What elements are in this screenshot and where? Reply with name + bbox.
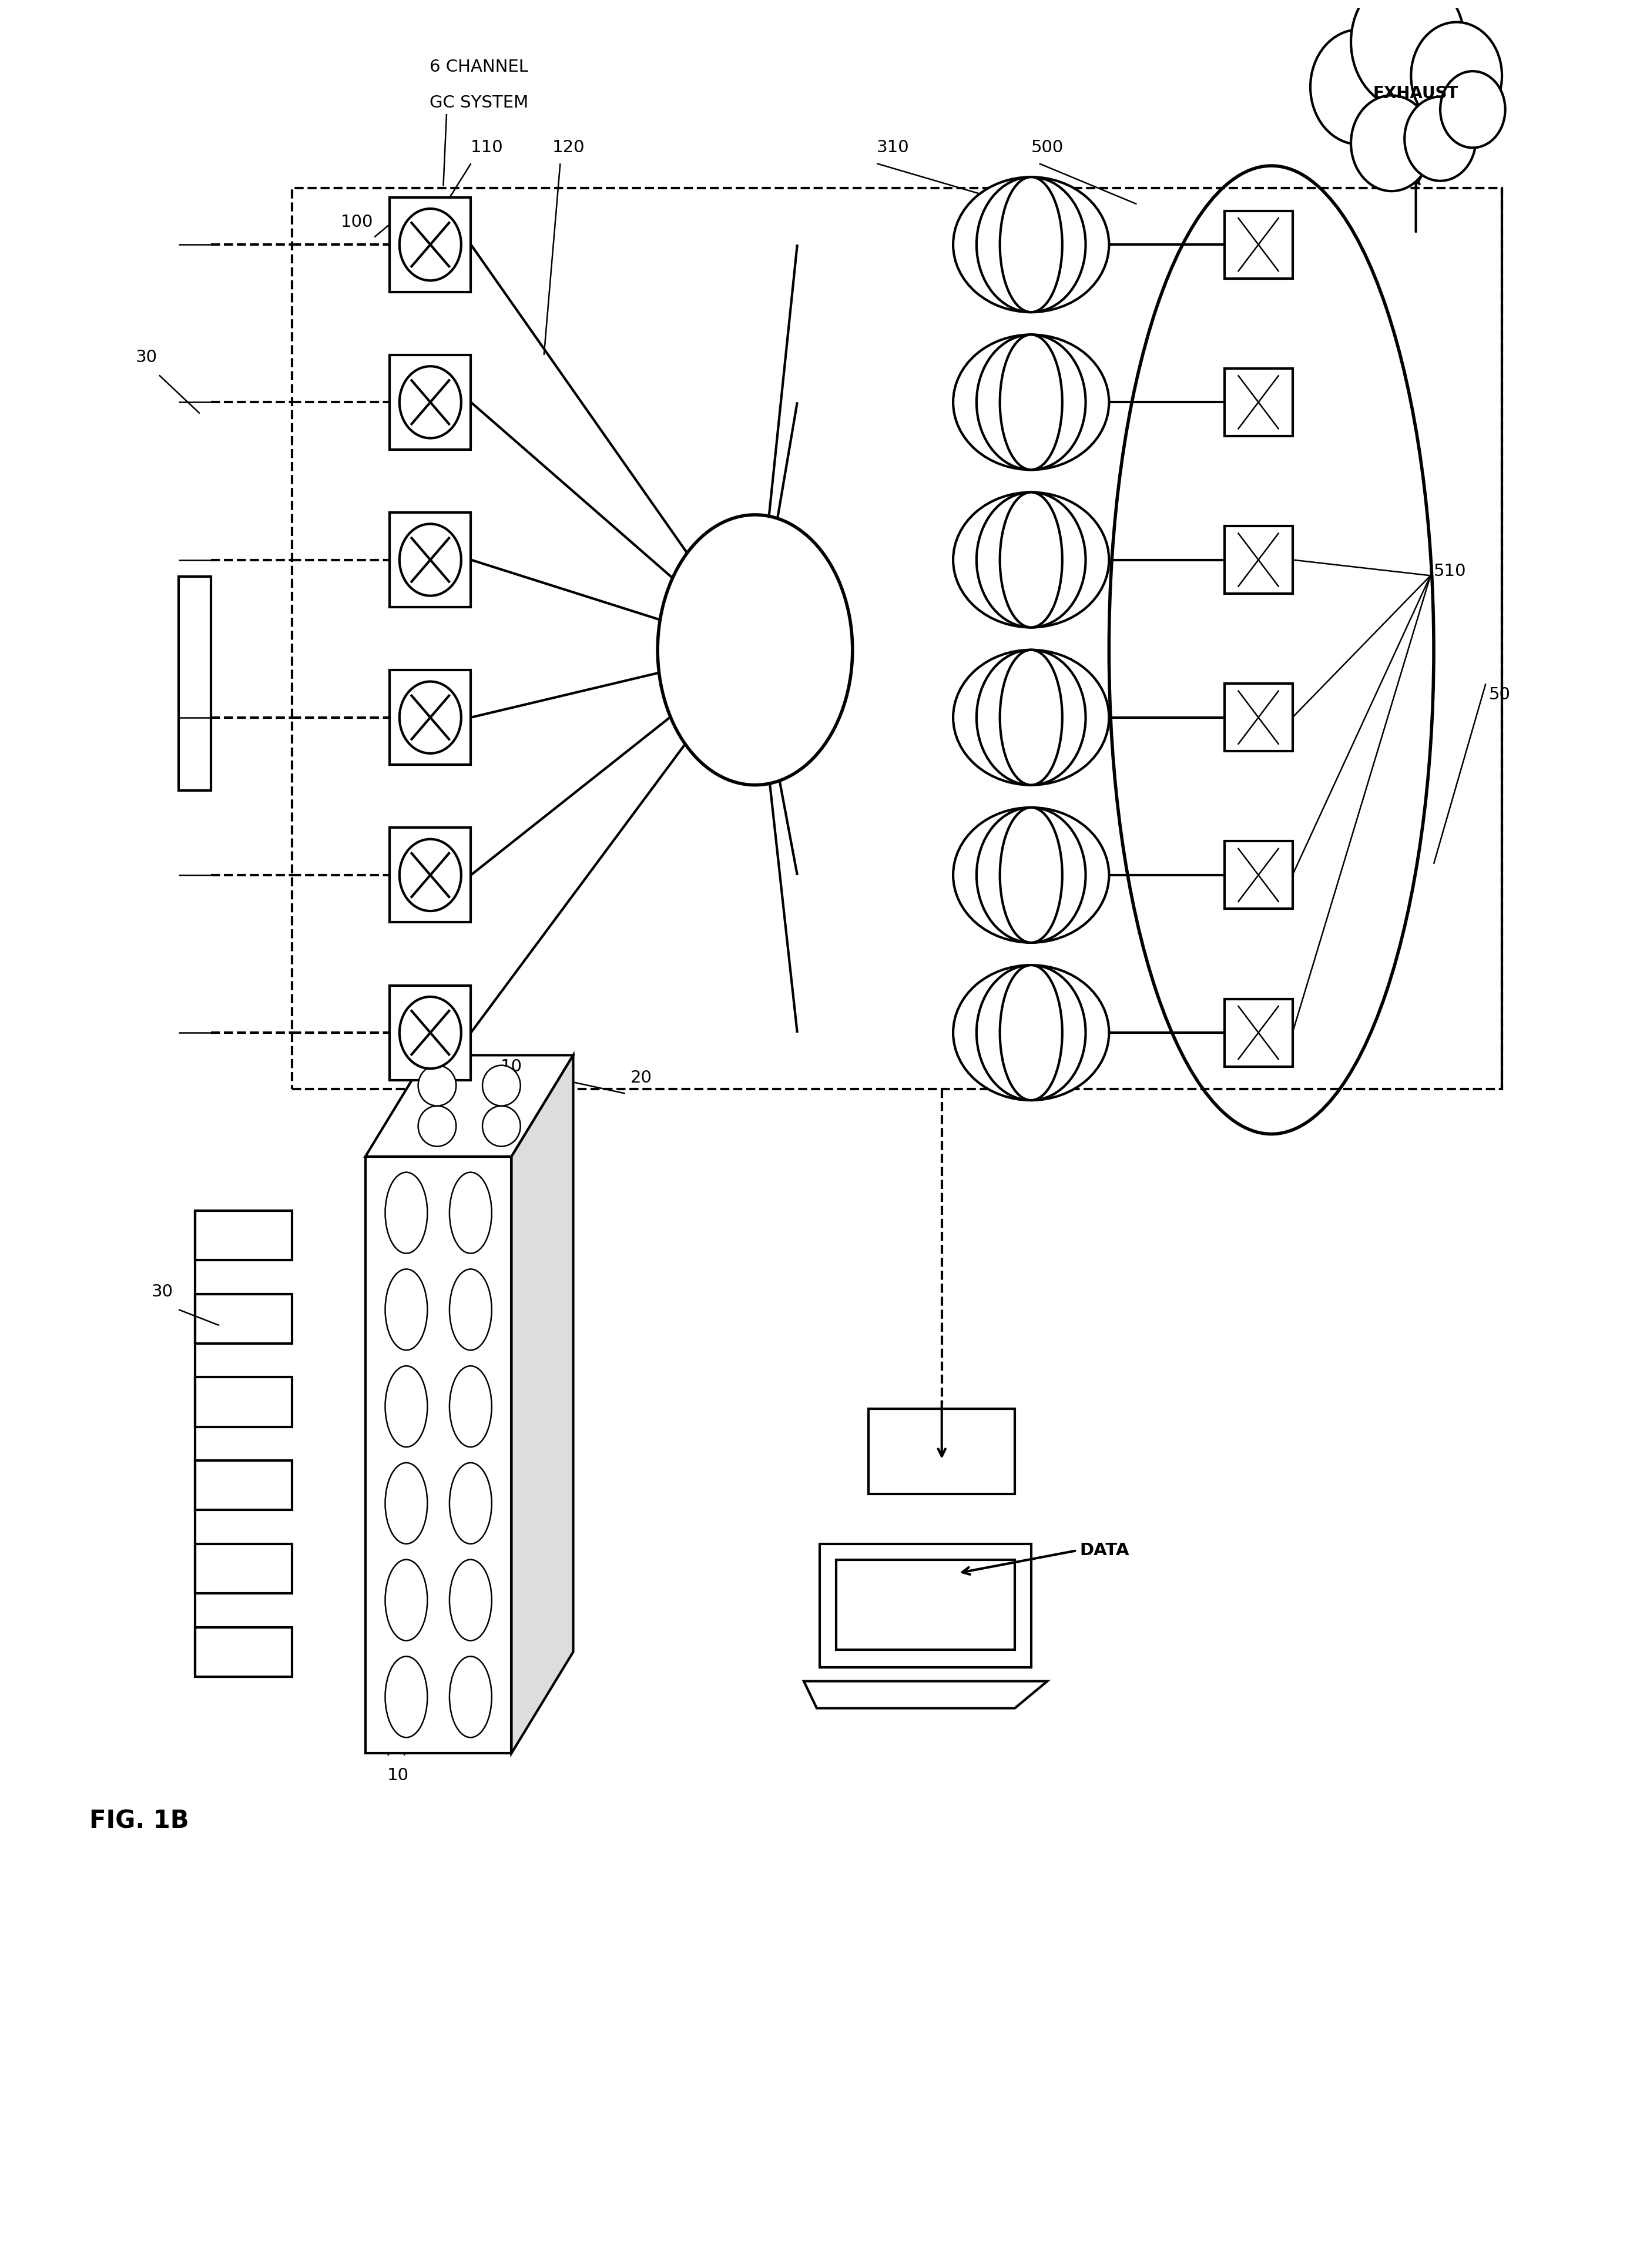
Ellipse shape — [449, 1656, 492, 1737]
Text: 10: 10 — [500, 1059, 523, 1075]
Text: 510: 510 — [1433, 562, 1466, 578]
Ellipse shape — [953, 651, 1109, 785]
Bar — [366, 1157, 512, 1753]
Ellipse shape — [449, 1173, 492, 1254]
Bar — [292, 188, 1502, 1089]
Bar — [179, 576, 212, 792]
Ellipse shape — [1000, 492, 1063, 628]
Text: 6 CHANNEL: 6 CHANNEL — [430, 59, 528, 75]
Bar — [820, 1545, 1032, 1667]
Ellipse shape — [400, 524, 461, 596]
Ellipse shape — [1000, 966, 1063, 1100]
Text: 30: 30 — [136, 349, 157, 365]
Ellipse shape — [976, 807, 1086, 943]
Ellipse shape — [976, 651, 1086, 785]
Ellipse shape — [1404, 98, 1476, 181]
Bar — [390, 197, 471, 293]
Ellipse shape — [385, 1463, 428, 1545]
Ellipse shape — [1000, 336, 1063, 469]
Ellipse shape — [449, 1270, 492, 1349]
Polygon shape — [366, 1055, 574, 1157]
Ellipse shape — [953, 966, 1109, 1100]
Text: FIG. 1B: FIG. 1B — [89, 1808, 189, 1833]
Bar — [195, 1377, 292, 1427]
Bar — [390, 354, 471, 449]
Bar — [1225, 683, 1292, 751]
Text: 110: 110 — [471, 141, 503, 156]
Text: 30: 30 — [151, 1284, 174, 1300]
Ellipse shape — [418, 1107, 456, 1145]
Bar — [836, 1560, 1015, 1649]
Ellipse shape — [449, 1463, 492, 1545]
Ellipse shape — [658, 515, 853, 785]
Bar — [390, 513, 471, 608]
Bar — [195, 1626, 292, 1676]
Ellipse shape — [976, 966, 1086, 1100]
Text: 120: 120 — [553, 141, 584, 156]
Text: 10: 10 — [387, 1767, 408, 1785]
Text: 690: 690 — [1428, 141, 1461, 156]
Ellipse shape — [418, 1066, 456, 1107]
Polygon shape — [804, 1681, 1048, 1708]
Ellipse shape — [1000, 177, 1063, 313]
Bar — [1225, 526, 1292, 594]
Text: 50: 50 — [1489, 687, 1510, 703]
Polygon shape — [512, 1055, 574, 1753]
Ellipse shape — [1410, 23, 1502, 129]
Ellipse shape — [400, 996, 461, 1068]
Bar — [1225, 841, 1292, 909]
Bar — [1225, 998, 1292, 1066]
Ellipse shape — [385, 1656, 428, 1737]
Bar — [195, 1461, 292, 1510]
Text: DATA: DATA — [1079, 1542, 1130, 1558]
Bar — [869, 1408, 1015, 1495]
Ellipse shape — [953, 336, 1109, 469]
Ellipse shape — [953, 177, 1109, 313]
Ellipse shape — [1310, 29, 1407, 145]
Text: 100: 100 — [341, 213, 374, 231]
Bar — [390, 669, 471, 764]
Text: 20: 20 — [630, 1070, 653, 1086]
Ellipse shape — [976, 492, 1086, 628]
Bar — [390, 984, 471, 1080]
Ellipse shape — [482, 1107, 520, 1145]
Text: 500: 500 — [1032, 141, 1064, 156]
Ellipse shape — [385, 1173, 428, 1254]
Ellipse shape — [400, 839, 461, 912]
Bar — [1225, 367, 1292, 435]
Ellipse shape — [1351, 0, 1465, 109]
Ellipse shape — [400, 680, 461, 753]
Ellipse shape — [400, 365, 461, 438]
Bar — [195, 1545, 292, 1594]
Ellipse shape — [449, 1560, 492, 1640]
Text: GC SYSTEM: GC SYSTEM — [430, 95, 528, 111]
Ellipse shape — [482, 1066, 520, 1107]
Bar — [195, 1293, 292, 1343]
Ellipse shape — [1000, 807, 1063, 943]
Ellipse shape — [385, 1560, 428, 1640]
Ellipse shape — [400, 209, 461, 281]
Text: 310: 310 — [877, 141, 910, 156]
Ellipse shape — [976, 336, 1086, 469]
Ellipse shape — [1000, 651, 1063, 785]
Bar — [1225, 211, 1292, 279]
Ellipse shape — [449, 1365, 492, 1447]
Ellipse shape — [1440, 70, 1506, 147]
Ellipse shape — [1351, 95, 1432, 191]
Ellipse shape — [953, 492, 1109, 628]
Ellipse shape — [976, 177, 1086, 313]
Bar — [195, 1211, 292, 1261]
Ellipse shape — [385, 1270, 428, 1349]
Ellipse shape — [385, 1365, 428, 1447]
Text: EXHAUST: EXHAUST — [1373, 86, 1458, 102]
Ellipse shape — [953, 807, 1109, 943]
Bar — [390, 828, 471, 923]
